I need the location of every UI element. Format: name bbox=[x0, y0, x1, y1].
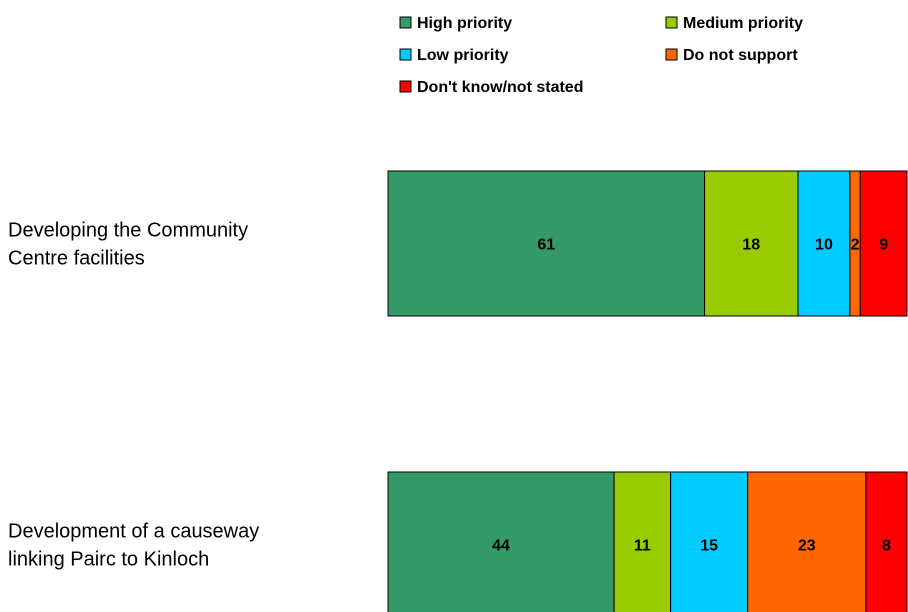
bars: 61 18 10 2 9 44 11 15 23 8 bbox=[387, 170, 908, 612]
legend-swatch bbox=[665, 16, 678, 29]
legend-swatch bbox=[399, 16, 412, 29]
data-label: 10 bbox=[815, 237, 833, 254]
legend-label: Do not support bbox=[683, 47, 798, 64]
data-label: 44 bbox=[492, 538, 510, 555]
legend-swatch bbox=[665, 48, 678, 61]
legend-swatch bbox=[399, 48, 412, 61]
category-label: Centre facilities bbox=[8, 248, 145, 270]
legend-label: Low priority bbox=[417, 47, 509, 64]
legend-item: Do not support bbox=[665, 47, 798, 64]
bar-segment bbox=[704, 170, 799, 317]
category-label: linking Pairc to Kinloch bbox=[8, 549, 209, 571]
data-label: 15 bbox=[700, 538, 718, 555]
bar-segment bbox=[387, 170, 706, 317]
data-label: 61 bbox=[537, 237, 555, 254]
bar-segment bbox=[747, 471, 867, 612]
legend-swatch bbox=[399, 80, 412, 93]
bar-segment bbox=[859, 170, 908, 317]
data-label: 11 bbox=[634, 538, 651, 555]
legend-label: Medium priority bbox=[683, 15, 803, 32]
legend-label: Don't know/not stated bbox=[417, 79, 583, 96]
bar-segment bbox=[613, 471, 672, 612]
legend: High priority Medium priority Low priority… bbox=[399, 15, 803, 96]
data-label: 8 bbox=[882, 538, 891, 555]
bar-segment bbox=[797, 170, 851, 317]
category-label: Development of a causeway bbox=[8, 521, 259, 543]
data-label: 9 bbox=[879, 237, 888, 254]
data-label: 2 bbox=[851, 237, 860, 254]
bar-segment bbox=[865, 471, 908, 612]
bar-segment bbox=[387, 471, 615, 612]
legend-item: Don't know/not stated bbox=[399, 79, 583, 96]
category-label: Developing the Community bbox=[8, 220, 248, 242]
legend-item: Medium priority bbox=[665, 15, 803, 32]
legend-label: High priority bbox=[417, 15, 512, 32]
legend-item: Low priority bbox=[399, 47, 509, 64]
legend-item: High priority bbox=[399, 15, 512, 32]
category-labels: Developing the Community Centre facilitie… bbox=[8, 220, 259, 571]
data-label: 23 bbox=[798, 538, 816, 555]
data-label: 18 bbox=[742, 237, 760, 254]
